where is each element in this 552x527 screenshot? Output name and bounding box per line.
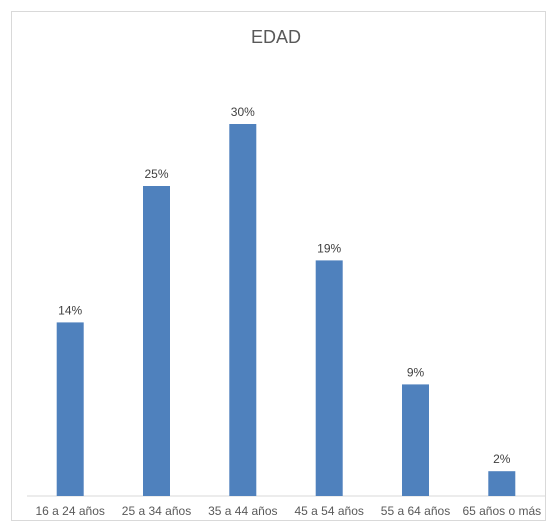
bars-group [56, 124, 516, 496]
bar-2 [143, 186, 170, 496]
data-label-1: 14% [58, 303, 82, 317]
x-tick-label-4: 45 a 54 años [294, 504, 363, 518]
data-label-6: 2% [493, 452, 511, 466]
x-tick-label-1: 16 a 24 años [35, 504, 104, 518]
x-tick-label-3: 35 a 44 años [208, 504, 277, 518]
x-tick-label-5: 55 a 64 años [381, 504, 450, 518]
x-tick-label-6: 65 años o más [462, 504, 541, 518]
bar-4 [315, 260, 343, 496]
x-tick-label-2: 25 a 34 años [122, 504, 191, 518]
x-tick-labels-group: 16 a 24 años 25 a 34 años 35 a 44 años 45 a… [35, 504, 541, 518]
data-label-4: 19% [317, 241, 341, 255]
data-label-2: 25% [144, 167, 168, 181]
data-labels-group: 14% 25% 30% 19% 9% 2% [58, 105, 511, 466]
data-label-3: 30% [231, 105, 255, 119]
data-label-5: 9% [407, 365, 425, 379]
chart-title: EDAD [251, 27, 301, 47]
bar-5 [402, 384, 429, 496]
bar-6 [488, 471, 516, 496]
chart-area [11, 11, 546, 521]
bar-1 [56, 322, 84, 496]
bar-3 [229, 124, 257, 496]
